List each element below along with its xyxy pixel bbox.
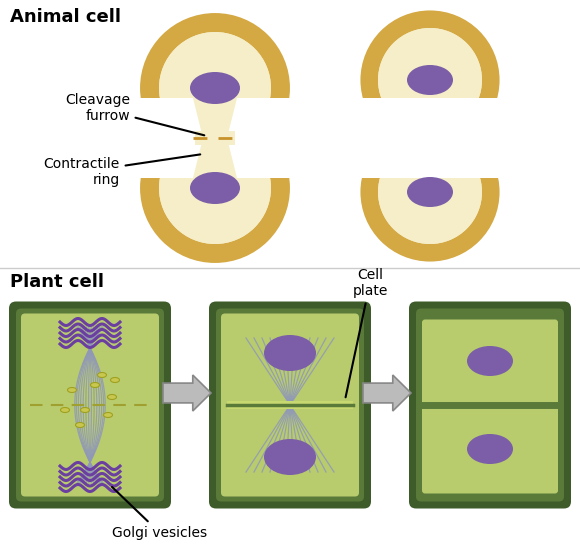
FancyBboxPatch shape xyxy=(416,308,564,501)
Circle shape xyxy=(378,28,482,132)
FancyBboxPatch shape xyxy=(422,319,558,410)
Text: Cleavage
furrow: Cleavage furrow xyxy=(65,93,204,135)
Ellipse shape xyxy=(467,346,513,376)
Circle shape xyxy=(378,28,482,132)
Text: Plant cell: Plant cell xyxy=(10,273,104,291)
Polygon shape xyxy=(304,119,354,157)
Circle shape xyxy=(366,16,494,144)
Text: Cell
plate: Cell plate xyxy=(346,268,387,397)
Ellipse shape xyxy=(264,335,316,371)
Ellipse shape xyxy=(407,65,453,95)
FancyBboxPatch shape xyxy=(422,403,558,494)
Bar xyxy=(227,401,353,409)
Ellipse shape xyxy=(60,407,70,412)
Circle shape xyxy=(378,140,482,244)
Ellipse shape xyxy=(190,72,240,104)
FancyBboxPatch shape xyxy=(209,301,371,508)
Ellipse shape xyxy=(190,172,240,204)
Polygon shape xyxy=(195,131,235,145)
FancyBboxPatch shape xyxy=(16,308,164,501)
Polygon shape xyxy=(142,116,185,160)
Ellipse shape xyxy=(103,412,113,418)
Text: Animal cell: Animal cell xyxy=(10,8,121,26)
Circle shape xyxy=(378,140,482,244)
Ellipse shape xyxy=(107,395,117,400)
Polygon shape xyxy=(363,375,411,411)
Circle shape xyxy=(147,20,283,156)
Ellipse shape xyxy=(81,407,89,412)
Circle shape xyxy=(147,120,283,256)
FancyBboxPatch shape xyxy=(216,308,364,501)
Polygon shape xyxy=(227,98,580,178)
Circle shape xyxy=(159,32,271,144)
Polygon shape xyxy=(187,126,243,150)
Ellipse shape xyxy=(90,383,100,388)
FancyBboxPatch shape xyxy=(9,301,171,508)
Ellipse shape xyxy=(111,377,119,383)
Ellipse shape xyxy=(264,439,316,475)
Polygon shape xyxy=(0,98,203,178)
Polygon shape xyxy=(245,116,288,160)
FancyBboxPatch shape xyxy=(221,313,359,496)
Circle shape xyxy=(159,32,271,144)
Ellipse shape xyxy=(97,372,107,377)
Polygon shape xyxy=(163,375,211,411)
Ellipse shape xyxy=(467,434,513,464)
FancyBboxPatch shape xyxy=(409,301,571,508)
Circle shape xyxy=(159,132,271,244)
FancyBboxPatch shape xyxy=(21,313,159,496)
Circle shape xyxy=(159,132,271,244)
Ellipse shape xyxy=(75,423,85,428)
Ellipse shape xyxy=(407,177,453,207)
Text: Golgi vesicles: Golgi vesicles xyxy=(112,487,208,540)
Ellipse shape xyxy=(67,388,77,393)
Circle shape xyxy=(366,128,494,256)
Text: Contractile
ring: Contractile ring xyxy=(44,155,200,187)
